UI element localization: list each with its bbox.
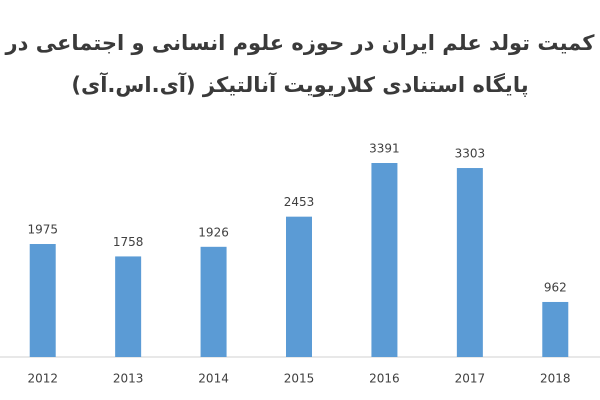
x-tick-label: 2017 [455, 372, 486, 386]
bar [542, 301, 569, 357]
bar [456, 168, 483, 357]
bar [371, 163, 398, 357]
x-tick-label: 2012 [27, 372, 58, 386]
data-label: 1926 [198, 225, 229, 239]
bar [115, 256, 142, 357]
bar [200, 246, 227, 357]
chart-title: کمیت تولد علم ایران در حوزه علوم انسانی … [5, 31, 596, 55]
data-label: 2453 [284, 195, 315, 209]
data-label: 962 [544, 280, 567, 294]
x-tick-label: 2013 [113, 372, 144, 386]
bar [29, 244, 56, 357]
bar [286, 216, 312, 357]
data-label: 1758 [113, 235, 144, 249]
x-tick-label: 2018 [540, 372, 571, 386]
data-label: 3391 [369, 142, 400, 156]
data-label: 3303 [455, 147, 486, 161]
x-tick-label: 2014 [198, 372, 229, 386]
x-tick-label: 2015 [284, 372, 315, 386]
x-tick-label: 2016 [369, 372, 400, 386]
data-label: 1975 [27, 223, 58, 237]
chart-title: پایگاه استنادی کلاریویت آنالتیکز (آی.اس.… [71, 72, 528, 97]
